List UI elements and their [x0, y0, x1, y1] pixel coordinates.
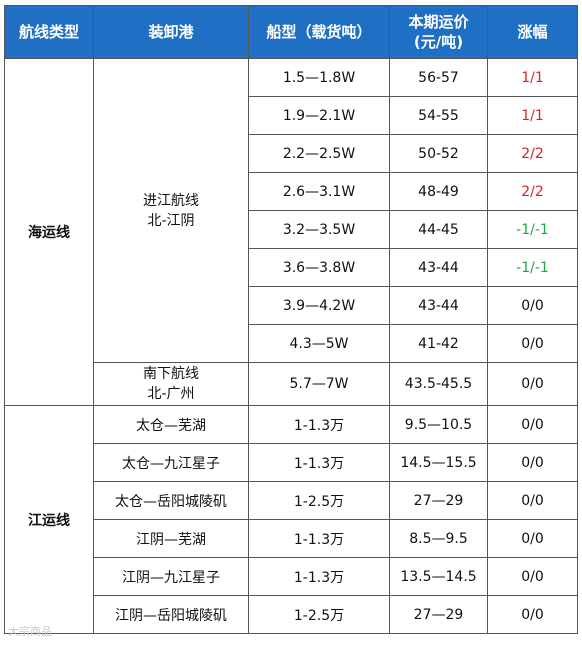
route-type-river: 江运线: [4, 405, 94, 634]
port-sea-a-line2: 北-江阴: [147, 212, 195, 229]
change-cell: 0/0: [487, 519, 578, 558]
change-cell: 0/0: [487, 481, 578, 520]
port-sea-a-line1: 进江航线: [143, 192, 199, 209]
rate-cell: 56-57: [389, 58, 488, 97]
change-cell: 0/0: [487, 595, 578, 634]
table-row: 江阴—岳阳城陵矶 1-2.5万 27—29 0/0: [5, 595, 578, 634]
header-ship-type: 船型（载货吨）: [248, 5, 390, 59]
table-row: 3.2—3.5W 44-45 -1/-1: [5, 210, 578, 249]
ship-cell: 1.5—1.8W: [248, 58, 390, 97]
ship-cell: 4.3—5W: [248, 324, 390, 363]
ship-cell: 3.9—4.2W: [248, 286, 390, 325]
change-cell: 0/0: [487, 362, 578, 406]
ship-cell: 3.6—3.8W: [248, 248, 390, 287]
rate-cell: 43-44: [389, 248, 488, 287]
table-row: 太仓—九江星子 1-1.3万 14.5—15.5 0/0: [5, 443, 578, 482]
header-port: 装卸港: [93, 5, 249, 59]
change-cell: 0/0: [487, 557, 578, 596]
rate-cell: 27—29: [389, 481, 488, 520]
ship-cell: 1-1.3万: [248, 443, 390, 482]
rate-cell: 44-45: [389, 210, 488, 249]
ship-cell: 5.7—7W: [248, 362, 390, 406]
table-row: 江运线 太仓—芜湖 1-1.3万 9.5—10.5 0/0: [4, 405, 578, 634]
rate-cell: 27—29: [389, 595, 488, 634]
port-sea-b-line1: 南下航线: [143, 366, 199, 382]
ship-cell: 1-1.3万: [248, 405, 390, 444]
header-rate-line1: 本期运价: [408, 13, 469, 31]
change-cell: 1/1: [487, 58, 578, 97]
header-route-type: 航线类型: [4, 5, 94, 59]
change-cell: 2/2: [487, 134, 578, 173]
header-rate-line2: (元/吨): [413, 33, 464, 51]
rate-cell: 13.5—14.5: [389, 557, 488, 596]
ship-cell: 2.6—3.1W: [248, 172, 390, 211]
rate-cell: 9.5—10.5: [389, 405, 488, 444]
change-cell: -1/-1: [487, 248, 578, 287]
table-row: 海运线 进江航线北-江阴 1.5—1.8W 56-57 1/1: [4, 58, 578, 406]
rate-cell: 41-42: [389, 324, 488, 363]
ship-cell: 3.2—3.5W: [248, 210, 390, 249]
port-cell: 太仓—岳阳城陵矶: [93, 481, 249, 520]
table-row: 太仓—岳阳城陵矶 1-2.5万 27—29 0/0: [5, 481, 578, 520]
change-cell: 0/0: [487, 286, 578, 325]
table-row: 4.3—5W 41-42 0/0: [5, 324, 578, 363]
route-type-sea: 海运线: [4, 58, 94, 406]
freight-rate-table: 航线类型 装卸港 船型（载货吨） 本期运价 (元/吨) 涨幅 海运线 进江航线北-…: [4, 5, 578, 634]
change-cell: 0/0: [487, 405, 578, 444]
table-row: 2.6—3.1W 48-49 2/2: [5, 172, 578, 211]
ship-cell: 1-1.3万: [248, 519, 390, 558]
rate-cell: 8.5—9.5: [389, 519, 488, 558]
table-row: 2.2—2.5W 50-52 2/2: [5, 134, 578, 173]
watermark: 大宗商品: [8, 625, 52, 638]
port-sea-b: 南下航线北-广州: [93, 362, 249, 406]
table-row: 3.6—3.8W 43-44 -1/-1: [5, 248, 578, 287]
table-row: 南下航线北-广州 5.7—7W 43.5-45.5 0/0: [5, 362, 578, 406]
change-cell: -1/-1: [487, 210, 578, 249]
rate-cell: 54-55: [389, 96, 488, 135]
ship-cell: 1-1.3万: [248, 557, 390, 596]
port-sea-b-line2: 北-广州: [147, 386, 195, 402]
table-row: 江阴—芜湖 1-1.3万 8.5—9.5 0/0: [5, 519, 578, 558]
ship-cell: 2.2—2.5W: [248, 134, 390, 173]
table-row: 3.9—4.2W 43-44 0/0: [5, 286, 578, 325]
ship-cell: 1-2.5万: [248, 595, 390, 634]
rate-cell: 48-49: [389, 172, 488, 211]
port-cell: 江阴—九江星子: [93, 557, 249, 596]
rate-cell: 14.5—15.5: [389, 443, 488, 482]
header-rate: 本期运价 (元/吨): [389, 5, 488, 59]
change-cell: 0/0: [487, 324, 578, 363]
ship-cell: 1-2.5万: [248, 481, 390, 520]
port-cell: 太仓—九江星子: [93, 443, 249, 482]
header-row: 航线类型 装卸港 船型（载货吨） 本期运价 (元/吨) 涨幅: [4, 5, 578, 59]
table-row: 1.9—2.1W 54-55 1/1: [5, 96, 578, 135]
change-cell: 1/1: [487, 96, 578, 135]
port-sea-a: 进江航线北-江阴: [93, 58, 249, 363]
header-change: 涨幅: [487, 5, 578, 59]
port-cell: 江阴—岳阳城陵矶: [93, 595, 249, 634]
rate-cell: 43.5-45.5: [389, 362, 488, 406]
rate-cell: 50-52: [389, 134, 488, 173]
ship-cell: 1.9—2.1W: [248, 96, 390, 135]
change-cell: 2/2: [487, 172, 578, 211]
port-cell: 江阴—芜湖: [93, 519, 249, 558]
port-cell: 太仓—芜湖: [93, 405, 249, 444]
change-cell: 0/0: [487, 443, 578, 482]
rate-cell: 43-44: [389, 286, 488, 325]
